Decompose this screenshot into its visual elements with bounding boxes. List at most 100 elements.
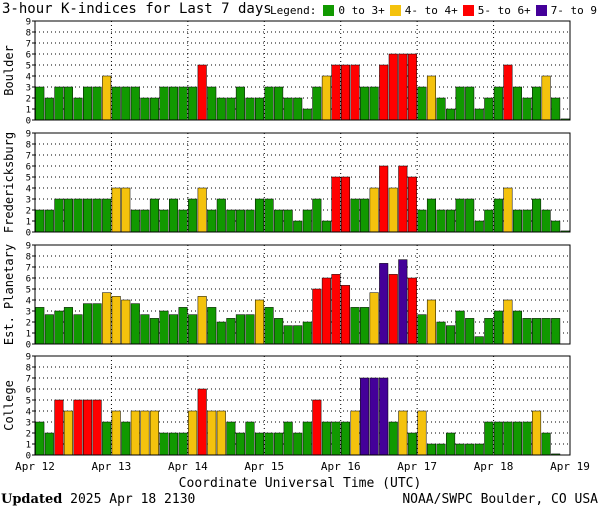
- k-index-bar: [455, 86, 465, 121]
- k-index-bar: [73, 314, 83, 345]
- x-tick-label: Apr 14: [168, 460, 208, 473]
- y-tick-label: 9: [26, 353, 31, 363]
- updated-value: 2025 Apr 18 2130: [70, 492, 196, 507]
- k-index-bar: [465, 318, 475, 345]
- k-index-bar: [254, 432, 265, 456]
- k-index-bar: [92, 198, 102, 233]
- k-index-bar: [522, 97, 532, 121]
- k-index-bar: [63, 307, 73, 345]
- k-index-bar: [312, 288, 322, 345]
- y-tick-label: 5: [26, 174, 31, 184]
- k-index-bar: [264, 198, 274, 233]
- k-index-bar: [102, 75, 112, 121]
- k-index-bar: [436, 209, 446, 233]
- k-index-bar: [83, 303, 93, 345]
- k-index-bar: [407, 277, 417, 345]
- k-index-bar: [63, 410, 73, 456]
- k-index-bar: [44, 209, 54, 233]
- k-index-bar: [178, 307, 188, 345]
- k-index-bar: [312, 399, 322, 456]
- k-index-bar: [331, 64, 341, 121]
- k-index-bar: [340, 285, 351, 345]
- k-index-bar: [140, 209, 150, 233]
- k-index-bar: [350, 410, 360, 456]
- k-index-bar: [503, 299, 513, 345]
- k-index-bar: [398, 259, 408, 345]
- y-tick-label: 7: [26, 152, 31, 162]
- k-index-bar: [388, 274, 398, 345]
- k-index-bar: [436, 97, 446, 121]
- k-index-bar: [274, 432, 284, 456]
- k-index-bar: [54, 198, 64, 233]
- k-index-bar: [235, 314, 245, 345]
- k-index-bar: [130, 86, 140, 121]
- k-index-bar: [446, 432, 456, 456]
- k-index-bar: [455, 443, 465, 456]
- k-index-bar: [474, 220, 484, 233]
- k-index-bar: [159, 432, 169, 456]
- x-tick-label: Apr 18: [474, 460, 514, 473]
- k-index-bar: [350, 198, 360, 233]
- k-index-bar: [493, 310, 503, 345]
- k-index-bar: [216, 97, 226, 121]
- k-index-bar: [111, 410, 121, 456]
- k-index-bar: [379, 377, 389, 456]
- y-tick-label: 6: [26, 275, 31, 285]
- k-index-bar: [149, 410, 159, 456]
- k-index-bar: [541, 75, 551, 121]
- k-index-bar: [522, 421, 532, 456]
- k-index-bar: [149, 318, 159, 345]
- y-tick-label: 3: [26, 196, 31, 206]
- k-index-bar: [83, 399, 93, 456]
- k-index-bar: [245, 421, 255, 456]
- y-tick-label: 4: [26, 297, 31, 307]
- k-index-bar: [264, 432, 274, 456]
- k-index-bar: [436, 321, 446, 345]
- k-index-bar: [321, 421, 331, 456]
- k-index-bar: [503, 421, 513, 456]
- k-index-bar: [321, 220, 331, 233]
- k-index-bar: [388, 53, 398, 121]
- k-index-bar: [369, 187, 379, 233]
- k-index-bar: [140, 410, 150, 456]
- y-tick-label: 3: [26, 419, 31, 429]
- k-index-bar: [73, 198, 83, 233]
- k-index-bar: [54, 86, 64, 121]
- k-index-bar: [293, 220, 303, 233]
- k-index-bar: [207, 307, 217, 345]
- k-index-bar: [484, 421, 494, 456]
- k-index-bar: [169, 314, 179, 345]
- k-index-bar: [274, 86, 284, 121]
- k-index-bar: [111, 296, 121, 345]
- y-tick-label: 9: [26, 130, 31, 140]
- k-index-bar: [140, 97, 150, 121]
- k-index-bar: [302, 321, 312, 345]
- k-index-bar: [532, 410, 542, 456]
- k-index-bar: [283, 97, 293, 121]
- y-tick-label: 8: [26, 29, 31, 39]
- y-tick-label: 3: [26, 308, 31, 318]
- k-index-bar: [197, 388, 207, 456]
- k-index-bar: [226, 421, 236, 456]
- k-index-bar: [283, 421, 293, 456]
- k-index-bar: [532, 318, 542, 345]
- legend-swatch-purple: [535, 5, 547, 16]
- k-index-bar: [340, 64, 351, 121]
- k-index-bar: [207, 86, 217, 121]
- k-index-bar: [426, 299, 437, 345]
- k-index-bar: [293, 432, 303, 456]
- k-index-bar: [379, 165, 389, 233]
- k-index-bar: [121, 299, 131, 345]
- k-index-bar: [293, 325, 303, 345]
- legend-swatch-red: [462, 5, 474, 16]
- k-index-bar: [83, 198, 93, 233]
- k-index-bar: [551, 318, 561, 345]
- k-index-bar: [340, 176, 351, 233]
- k-index-bar: [102, 292, 112, 345]
- k-index-bar: [512, 310, 522, 345]
- y-tick-label: 6: [26, 51, 31, 61]
- k-index-bar: [73, 399, 83, 456]
- k-index-bar: [484, 209, 494, 233]
- x-tick-label: Apr 17: [397, 460, 437, 473]
